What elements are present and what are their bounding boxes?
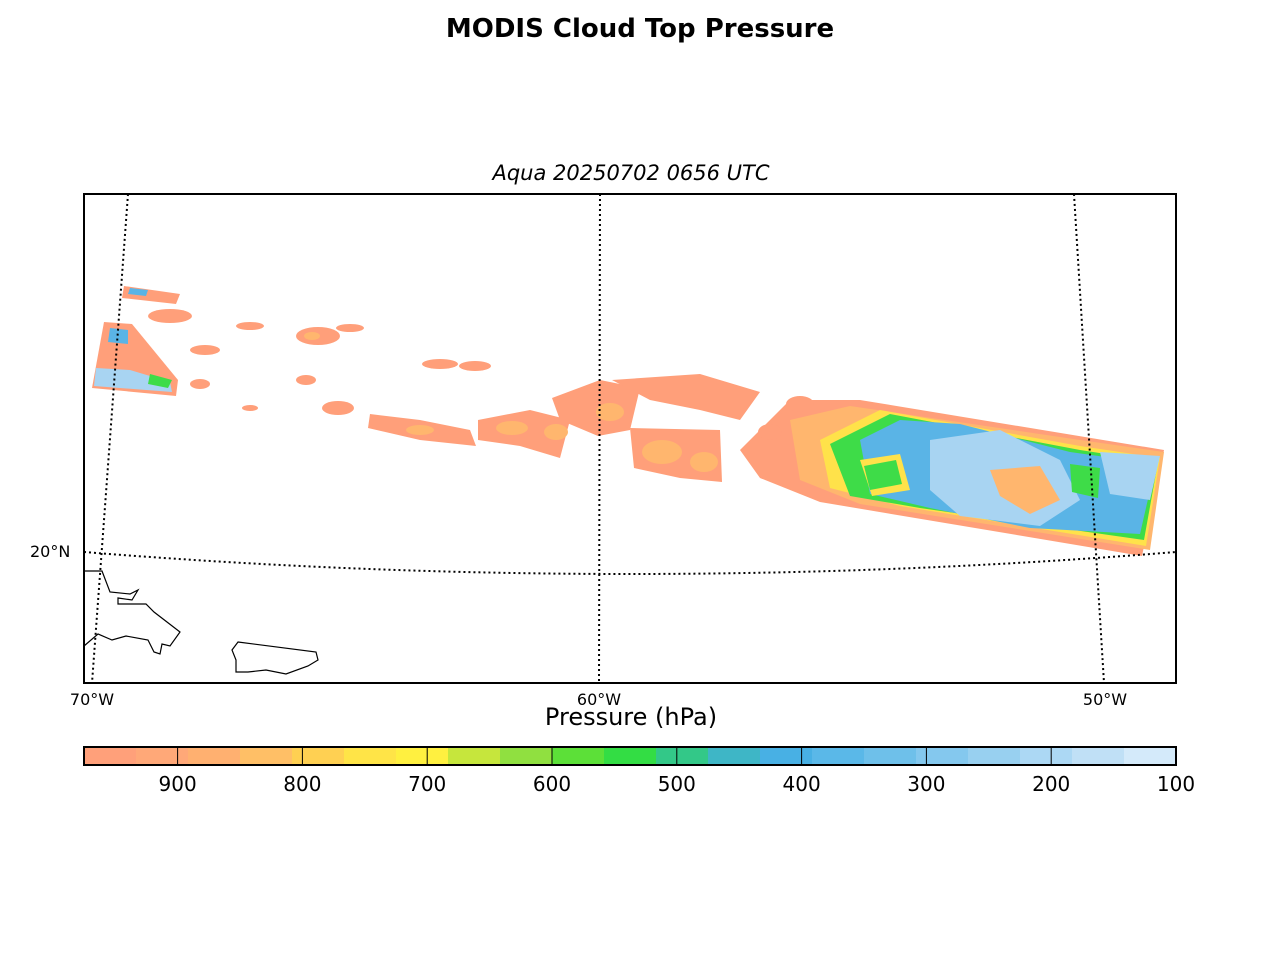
colorbar-tick-label: 300: [907, 772, 946, 796]
graticule: [83, 193, 1177, 684]
colorbar-segment: [188, 747, 241, 765]
meridian-label-70w: 70°W: [69, 690, 115, 709]
colorbar-segment: [500, 747, 553, 765]
colorbar-segment: [552, 747, 605, 765]
parallel-label-20n: 20°N: [30, 542, 71, 561]
colorbar-segment: [344, 747, 397, 765]
colorbar-segment: [1020, 747, 1073, 765]
parallel-20n: [83, 551, 1177, 575]
colorbar-tick-label: 600: [532, 772, 572, 796]
colorbar-tick-label: 800: [283, 772, 322, 796]
cloud-patch-east: [740, 396, 1164, 556]
meridian-label-50w: 50°W: [1082, 690, 1128, 709]
map-subtitle: Aqua 20250702 0656 UTC: [492, 161, 770, 185]
colorbar-segment: [240, 747, 293, 765]
colorbar-segment: [448, 747, 501, 765]
cloud-field: [92, 286, 1164, 556]
colorbar-segment: [136, 747, 189, 765]
map-title: MODIS Cloud Top Pressure: [445, 14, 835, 44]
colorbar-segment: [1124, 747, 1177, 765]
colorbar-tick-label: 100: [1156, 772, 1196, 796]
meridian-label-60w: 60°W: [576, 690, 622, 709]
map-frame: [83, 193, 1177, 684]
colorbar-segment: [292, 747, 345, 765]
meridian-70w: [91, 193, 129, 684]
colorbar-tick-label: 700: [408, 772, 447, 796]
colorbar-tick-label: 200: [1032, 772, 1071, 796]
colorbar-tick-label: 400: [782, 772, 821, 796]
colorbar: [83, 746, 1177, 766]
colorbar-segment: [916, 747, 969, 765]
colorbar-tick-label: 500: [657, 772, 696, 796]
colorbar-segment: [84, 747, 137, 765]
cloud-patch-west: [92, 286, 258, 411]
meridian-50w: [1073, 193, 1105, 684]
colorbar-segment: [396, 747, 449, 765]
colorbar-segment: [708, 747, 761, 765]
colorbar-segment: [864, 747, 917, 765]
meridian-60w: [598, 193, 601, 684]
colorbar-segment: [760, 747, 813, 765]
colorbar-segment: [968, 747, 1021, 765]
colorbar-segment: [1072, 747, 1125, 765]
colorbar-segment: [604, 747, 657, 765]
colorbar-title: Pressure (hPa): [544, 703, 718, 731]
colorbar-segment: [812, 747, 865, 765]
colorbar-frame: [83, 746, 1177, 766]
cloud-patch-central: [236, 322, 760, 482]
coastlines: [83, 570, 319, 675]
colorbar-segment: [656, 747, 709, 765]
colorbar-tick-label: 900: [158, 772, 197, 796]
